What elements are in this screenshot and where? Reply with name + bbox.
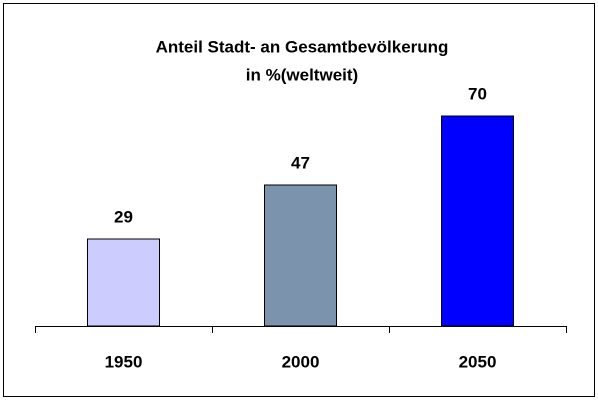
bar — [441, 115, 514, 327]
x-tick-label: 1950 — [105, 352, 143, 371]
data-label: 70 — [468, 84, 487, 103]
bar — [87, 238, 160, 327]
data-label: 29 — [114, 207, 133, 226]
x-tick-label: 2000 — [282, 352, 320, 371]
chart-title: Anteil Stadt- an Gesamtbevölkerung — [156, 37, 449, 56]
chart-subtitle: in %(weltweit) — [246, 65, 358, 84]
data-label: 47 — [291, 153, 310, 172]
bar — [264, 184, 337, 327]
x-tick-label: 2050 — [459, 352, 497, 371]
